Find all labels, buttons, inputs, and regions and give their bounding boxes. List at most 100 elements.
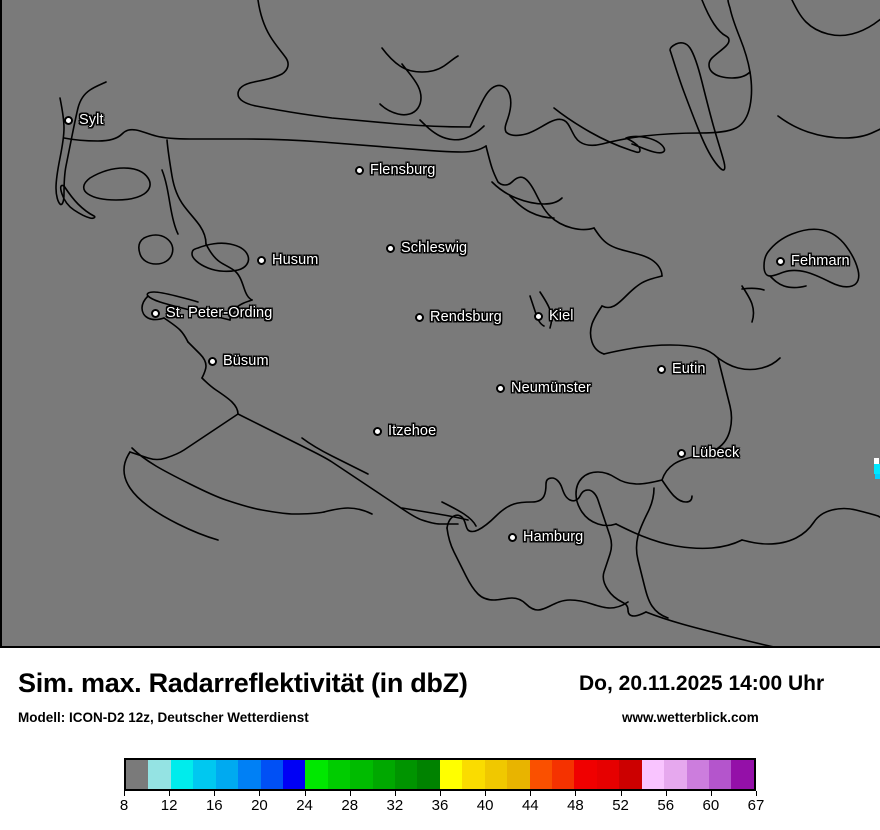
- city-dot-icon: [355, 165, 364, 175]
- city-marker: Lübeck: [677, 445, 739, 461]
- colorbar-tick-label: 16: [205, 797, 223, 814]
- city-label: Lübeck: [692, 445, 740, 461]
- city-marker: Husum: [257, 252, 318, 268]
- colorbar-tick-label: 24: [296, 797, 313, 814]
- city-label: Kiel: [549, 308, 574, 324]
- footer-panel: Sim. max. Radarreflektivität (in dbZ) Mo…: [0, 648, 880, 830]
- city-dot-icon: [208, 356, 217, 366]
- colorbar-tick-mark: [214, 791, 216, 796]
- colorbar-bin: [350, 760, 373, 789]
- city-label: Fehmarn: [791, 253, 850, 269]
- website-credit: www.wetterblick.com: [622, 710, 759, 725]
- colorbar-gradient[interactable]: [124, 758, 756, 791]
- colorbar-bin: [260, 760, 283, 789]
- colorbar-tick-mark: [710, 791, 712, 796]
- colorbar-tick-mark: [124, 791, 125, 796]
- model-subtitle: Modell: ICON-D2 12z, Deutscher Wetterdie…: [18, 710, 309, 725]
- city-marker: Rendsburg: [415, 309, 502, 325]
- city-label: Büsum: [223, 353, 269, 369]
- city-label: Husum: [272, 252, 319, 268]
- colorbar-bin: [529, 760, 553, 789]
- city-marker: St. Peter-Ording: [151, 305, 272, 321]
- city-marker: Neumünster: [496, 380, 591, 396]
- colorbar-tick-mark: [530, 791, 532, 796]
- colorbar-tick-label: 28: [341, 797, 359, 814]
- colorbar-tick-axis: 8 12 16 20 24 28 32 36 40 44 48 52 56 60 67: [120, 791, 764, 821]
- colorbar-bin: [664, 760, 687, 789]
- city-dot-icon: [257, 255, 266, 265]
- colorbar-bin: [395, 760, 418, 789]
- city-label: Schleswig: [401, 240, 468, 256]
- city-marker: Eutin: [657, 361, 706, 377]
- colorbar-tick-label: 8: [119, 797, 129, 814]
- colorbar-bin: [731, 760, 754, 789]
- colorbar-bin: [507, 760, 530, 789]
- colorbar-tick-mark: [394, 791, 396, 796]
- city-dot-icon: [415, 312, 424, 322]
- city-marker: Hamburg: [508, 529, 583, 545]
- city-dot-icon: [657, 364, 666, 374]
- colorbar-bin: [238, 760, 261, 789]
- city-marker: Sylt: [64, 112, 104, 128]
- colorbar-tick-mark: [349, 791, 351, 796]
- colorbar-tick-label: 67: [747, 797, 765, 814]
- colorbar-bin: [327, 760, 351, 789]
- colorbar-bin: [193, 760, 216, 789]
- colorbar-tick-label: 40: [476, 797, 494, 814]
- colorbar-bin: [372, 760, 396, 789]
- city-label: Sylt: [79, 112, 104, 128]
- city-label: Neumünster: [511, 380, 591, 396]
- colorbar-bin: [282, 760, 306, 789]
- colorbar-tick-label: 36: [431, 797, 449, 814]
- colorbar-bin: [596, 760, 620, 789]
- colorbar-legend: 8 12 16 20 24 28 32 36 40 44 48 52 56 60 67: [120, 758, 764, 814]
- colorbar-bin: [170, 760, 194, 789]
- colorbar-bin: [439, 760, 463, 789]
- city-dot-icon: [64, 115, 73, 125]
- colorbar-bin: [484, 760, 508, 789]
- city-marker: Kiel: [534, 308, 574, 324]
- city-dot-icon: [677, 448, 686, 458]
- colorbar-tick-mark: [304, 791, 306, 796]
- colorbar-tick-mark: [485, 791, 487, 796]
- city-dot-icon: [386, 243, 395, 253]
- radar-map-panel[interactable]: Sylt Flensburg Husum Schleswig Fehmarn St. Pe…: [0, 0, 880, 648]
- colorbar-tick-label: 12: [160, 797, 178, 814]
- colorbar-bin: [305, 760, 328, 789]
- city-marker: Büsum: [208, 353, 269, 369]
- colorbar-bin: [619, 760, 642, 789]
- city-marker: Flensburg: [355, 162, 435, 178]
- city-label: Rendsburg: [430, 309, 502, 325]
- colorbar-bin: [552, 760, 575, 789]
- city-dot-icon: [373, 426, 382, 436]
- colorbar-tick-mark: [620, 791, 622, 796]
- page-title: Sim. max. Radarreflektivität (in dbZ): [18, 668, 468, 698]
- city-dot-icon: [496, 383, 505, 393]
- city-marker: Schleswig: [386, 240, 467, 256]
- colorbar-bin: [574, 760, 597, 789]
- coastline-overlay: [55, 0, 880, 646]
- colorbar-bin: [641, 760, 665, 789]
- city-dot-icon: [534, 311, 543, 321]
- colorbar-tick-label: 60: [702, 797, 720, 814]
- colorbar-tick-mark: [169, 791, 171, 796]
- colorbar-tick-label: 48: [567, 797, 584, 814]
- city-dot-icon: [776, 256, 785, 266]
- city-dot-icon: [151, 308, 160, 318]
- colorbar-tick-label: 52: [612, 797, 629, 814]
- city-label: Flensburg: [370, 162, 436, 178]
- colorbar-bin: [708, 760, 732, 789]
- colorbar-tick-mark: [440, 791, 441, 796]
- city-label: Eutin: [672, 361, 706, 377]
- colorbar-tick-label: 56: [657, 797, 675, 814]
- city-label: Itzehoe: [388, 423, 437, 439]
- valid-datetime: Do, 20.11.2025 14:00 Uhr: [579, 672, 825, 695]
- city-marker: Itzehoe: [373, 423, 436, 439]
- colorbar-tick-label: 44: [521, 797, 539, 814]
- colorbar-tick-label: 20: [251, 797, 268, 814]
- city-dot-icon: [508, 532, 517, 542]
- colorbar-bin: [215, 760, 239, 789]
- city-label: St. Peter-Ording: [166, 305, 273, 321]
- colorbar-bin: [686, 760, 709, 789]
- colorbar-tick-mark: [756, 791, 757, 796]
